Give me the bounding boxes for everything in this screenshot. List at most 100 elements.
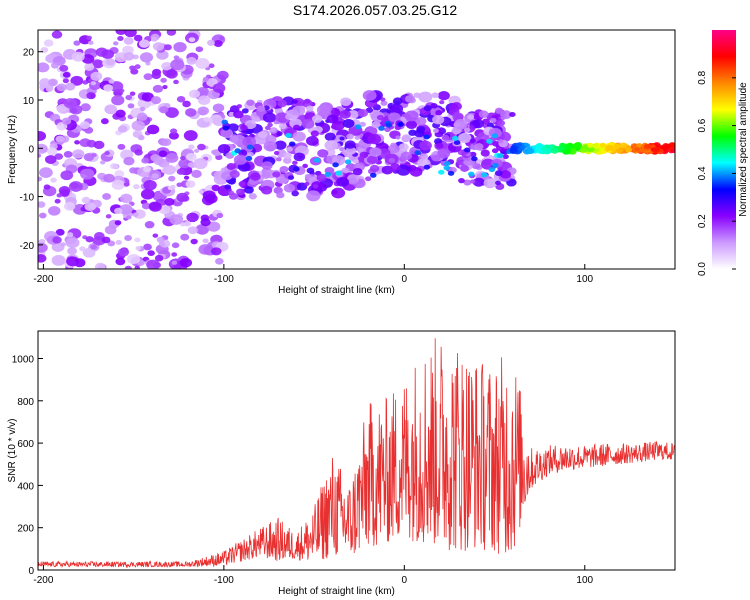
heatmap-cell	[210, 247, 222, 256]
heatmap-cell	[326, 114, 339, 124]
heatmap-cell	[86, 92, 96, 100]
heatmap-cell	[544, 144, 551, 150]
heatmap-cell	[469, 179, 476, 184]
heatmap-cell	[38, 153, 42, 158]
heatmap-cell	[263, 105, 270, 111]
heatmap-cell	[467, 114, 475, 120]
heatmap-cell	[463, 127, 471, 133]
heatmap-cell	[188, 144, 195, 150]
heatmap-cell	[86, 35, 92, 40]
heatmap-cell	[38, 176, 43, 182]
heatmap-cell	[63, 202, 76, 211]
heatmap-cell	[67, 247, 78, 255]
heatmap-cell	[443, 165, 450, 171]
heatmap-cell	[54, 153, 63, 160]
heatmap-cell	[488, 167, 496, 173]
heatmap-cell	[357, 156, 365, 162]
heatmap-cell	[180, 156, 186, 161]
heatmap-cell	[212, 83, 226, 93]
heatmap-cell	[153, 156, 165, 166]
heatmap-cell	[228, 192, 238, 200]
heatmap-cell	[565, 148, 571, 154]
heatmap-cell	[118, 204, 133, 215]
heatmap-cell	[342, 118, 355, 128]
y-tick-label: -20	[20, 241, 35, 252]
heatmap-xlabel: Height of straight line (km)	[278, 285, 395, 296]
heatmap-cell	[291, 190, 299, 197]
heatmap-area	[38, 30, 675, 269]
heatmap-cell	[60, 170, 74, 181]
heatmap-cell	[409, 166, 423, 177]
heatmap-cell	[285, 113, 294, 120]
heatmap-cell	[460, 165, 470, 172]
heatmap-cell	[61, 117, 72, 125]
heatmap-cell	[283, 152, 292, 159]
heatmap-cell	[270, 127, 276, 133]
heatmap-cell	[48, 78, 58, 87]
figure-title: S174.2026.057.03.25.G12	[292, 2, 458, 18]
y-tick-label: 20	[23, 48, 35, 59]
heatmap-cell	[71, 51, 85, 62]
heatmap-cell	[619, 142, 628, 149]
heatmap-cell	[509, 112, 516, 118]
heatmap-cell	[43, 78, 49, 83]
y-tick-label: 0	[28, 566, 34, 577]
heatmap-cell	[207, 221, 221, 232]
heatmap-cell	[389, 103, 404, 115]
heatmap-cell	[60, 242, 67, 247]
heatmap-cell	[587, 143, 594, 148]
heatmap-cell	[164, 197, 175, 206]
heatmap-cell	[447, 170, 455, 176]
heatmap-cell	[70, 75, 84, 86]
heatmap-cell	[242, 136, 257, 148]
heatmap-cell	[264, 125, 271, 131]
heatmap-cell	[93, 140, 105, 150]
heatmap-cell	[52, 236, 62, 244]
heatmap-cell	[84, 63, 95, 71]
heatmap-cell	[120, 193, 133, 204]
heatmap-cell	[143, 73, 153, 81]
heatmap-cell	[183, 130, 198, 141]
heatmap-cell	[144, 220, 155, 229]
heatmap-cell	[285, 132, 292, 138]
heatmap-cell	[185, 152, 197, 162]
heatmap-cell	[369, 147, 382, 157]
heatmap-cell	[105, 214, 112, 219]
heatmap-cell	[520, 144, 526, 150]
heatmap-cell	[222, 125, 230, 131]
heatmap-cell	[211, 149, 218, 155]
heatmap-cell	[469, 138, 476, 144]
heatmap-cell	[388, 157, 395, 163]
heatmap-cell	[94, 262, 106, 269]
heatmap-cell	[313, 157, 321, 163]
heatmap-cell	[437, 90, 450, 101]
heatmap-cell	[56, 83, 67, 92]
heatmap-cell	[51, 30, 63, 39]
heatmap-cell	[202, 238, 209, 244]
heatmap-cell	[129, 65, 136, 71]
heatmap-cell	[625, 147, 633, 153]
heatmap-cell	[301, 118, 315, 129]
heatmap-cell	[497, 153, 504, 159]
heatmap-cell	[339, 109, 351, 119]
heatmap-cell	[123, 52, 135, 61]
heatmap-cell	[188, 89, 201, 99]
heatmap-cell	[114, 207, 123, 215]
heatmap-cell	[103, 84, 114, 92]
heatmap-cell	[161, 61, 173, 71]
heatmap-cell	[124, 30, 137, 38]
heatmap-cell	[82, 80, 89, 85]
heatmap-cell	[317, 149, 329, 158]
heatmap-cell	[414, 150, 421, 156]
heatmap-cell	[357, 108, 369, 118]
heatmap-cell	[495, 180, 501, 186]
heatmap-cell	[559, 142, 566, 148]
heatmap-cell	[439, 100, 445, 105]
heatmap-cell	[352, 167, 363, 176]
heatmap-cell	[50, 177, 57, 183]
heatmap-cell	[123, 181, 130, 187]
heatmap-cell	[123, 37, 134, 45]
heatmap-cell	[152, 42, 165, 51]
heatmap-cell	[43, 184, 51, 190]
heatmap-cell	[81, 196, 91, 204]
